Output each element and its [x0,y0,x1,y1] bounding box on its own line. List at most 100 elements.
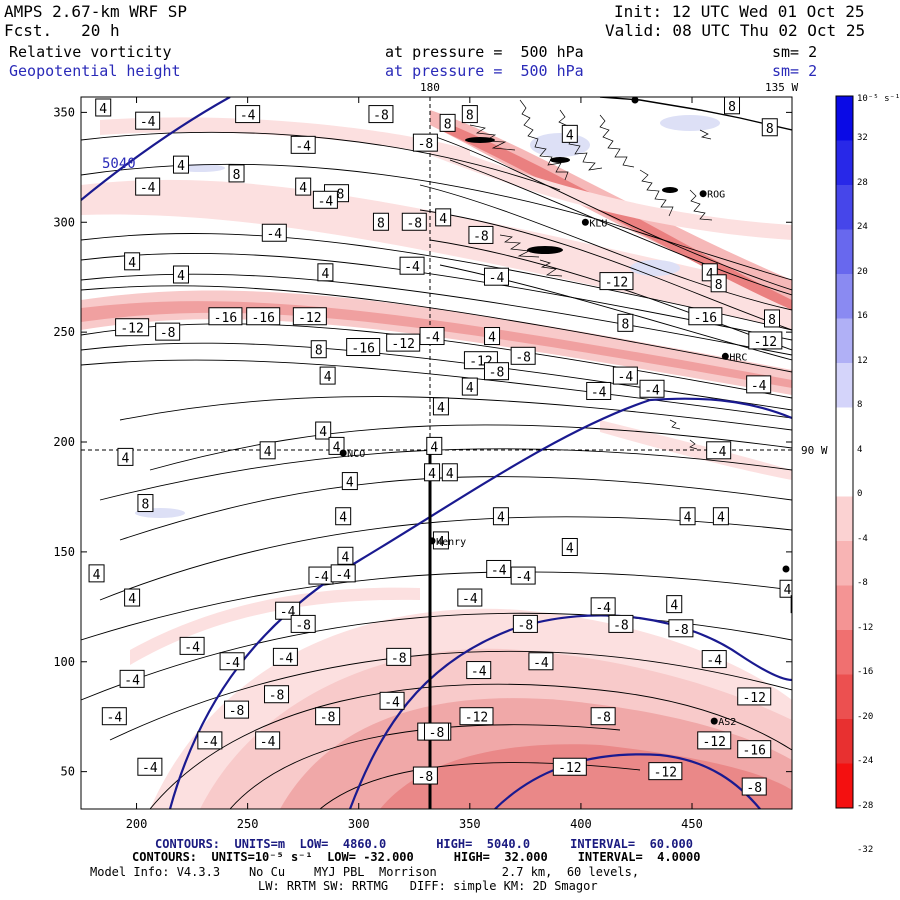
height-contour-label: 5040 [102,156,136,172]
label-text: 8 [142,498,150,513]
colorbar-segment [836,318,853,363]
vorticity-contour-label: -8 [386,647,412,666]
label-text: -12 [605,276,628,291]
label-box [346,338,381,357]
colorbar-tick-label: 8 [857,400,863,411]
label-box [459,707,494,726]
label-box [315,707,341,726]
label-box [290,135,316,154]
model-physics: LW: RRTM SW: RRTMG DIFF: simple KM: 2D S… [258,879,598,893]
colorbar-tick-label: 24 [857,222,868,233]
vorticity-contour-label: 4 [492,507,509,526]
colorbar-segment [836,585,853,630]
vorticity-contour-label: -8 [264,685,290,704]
label-box [292,307,327,326]
vorticity-contour-label: 4 [461,377,478,396]
plot-frame [80,96,793,810]
vorticity-contour-label: 8 [228,164,245,183]
vorticity-contour-label: 4 [435,208,452,227]
label-text: -12 [754,335,777,350]
vorticity-contour-label: -8 [468,225,494,244]
y-tick-label: 100 [53,655,75,669]
colorbar-tick-label: -8 [857,578,868,589]
colorbar-tick-label: -16 [857,667,874,678]
label-text: -8 [160,326,176,341]
label-box [399,256,425,275]
vorticity-contour-label: -8 [368,105,394,124]
colorbar-tick-label: -32 [857,845,874,856]
smoothing-1: sm= 2 [772,43,818,61]
vorticity-contour-label: -8 [224,700,250,719]
label-box [337,546,354,565]
label-text: -16 [251,311,274,326]
vorticity-band-shade [440,120,792,310]
label-text: 4 [321,267,329,282]
colorbar-tick-label: -4 [857,533,868,544]
vorticity-contour-label: 8 [724,97,741,115]
label-text: 8 [444,117,452,132]
vorticity-contour-high: HIGH= 32.000 [453,850,548,864]
label-text: 4 [466,381,474,396]
label-box [119,669,145,688]
label-text: -8 [429,726,445,741]
colorbar-tick-label: 28 [857,177,868,188]
label-text: 4 [497,511,505,526]
label-box [648,762,683,781]
label-box [372,212,389,231]
vorticity-contour-label: 4 [337,546,354,565]
label-text: -16 [694,311,717,326]
vorticity-contour-label: -4 [379,691,405,710]
vorticity-contour-label: -4 [701,650,727,669]
vorticity-contour-label: 4 [317,263,334,282]
coastline [599,97,792,131]
label-box [512,614,538,633]
vorticity-contour-label: -12 [737,687,772,706]
pressure-level-1: at pressure = 500 hPa [385,43,584,61]
label-box [95,98,112,117]
terrain-vorticity-noise [469,99,713,450]
label-box [424,463,441,482]
vorticity-contour-label: 8 [761,118,778,137]
label-text: 8 [315,344,323,359]
station-label: AS2 [718,717,736,728]
vorticity-contour-label: 4 [328,436,345,455]
label-box [510,346,536,365]
label-text: -4 [278,651,294,666]
label-box [172,155,189,174]
label-box [461,377,478,396]
label-text: 4 [446,467,454,482]
label-box [510,566,536,585]
label-text: 4 [795,599,803,614]
label-box [466,661,492,680]
label-box [779,579,792,598]
label-text: 4 [706,267,714,282]
label-text: -4 [202,735,218,750]
label-box [483,267,509,286]
vorticity-contour-label: -4 [235,105,261,124]
x-tick-label: 250 [237,817,259,831]
label-box [441,463,458,482]
smoothing-2: sm= 2 [772,62,818,80]
vorticity-contour-label: 4 [712,507,729,526]
label-box [426,436,443,455]
x-tick-label: 450 [681,817,703,831]
vorticity-contour-label: -4 [135,177,161,196]
label-text: -8 [229,704,245,719]
vorticity-contour-label: 4 [88,564,105,583]
y-tick-label: 50 [61,765,75,779]
vorticity-band-shade [130,587,420,665]
vorticity-contour-label: -12 [552,757,587,776]
vorticity-contour-label: 4 [426,436,443,455]
label-box [208,307,243,326]
label-box [137,757,163,776]
label-text: 4 [93,568,101,583]
axes: 200 250 300 350 400 450 50 100 150 200 250 300 350 [53,97,792,831]
label-text: -8 [613,618,629,633]
label-box [457,588,483,607]
vorticity-contour-label: 8 [617,313,634,332]
label-box [608,614,634,633]
label-text: 4 [264,445,272,460]
label-box [290,614,316,633]
vorticity-contour-label: -4 [308,566,334,585]
label-box [737,740,772,759]
